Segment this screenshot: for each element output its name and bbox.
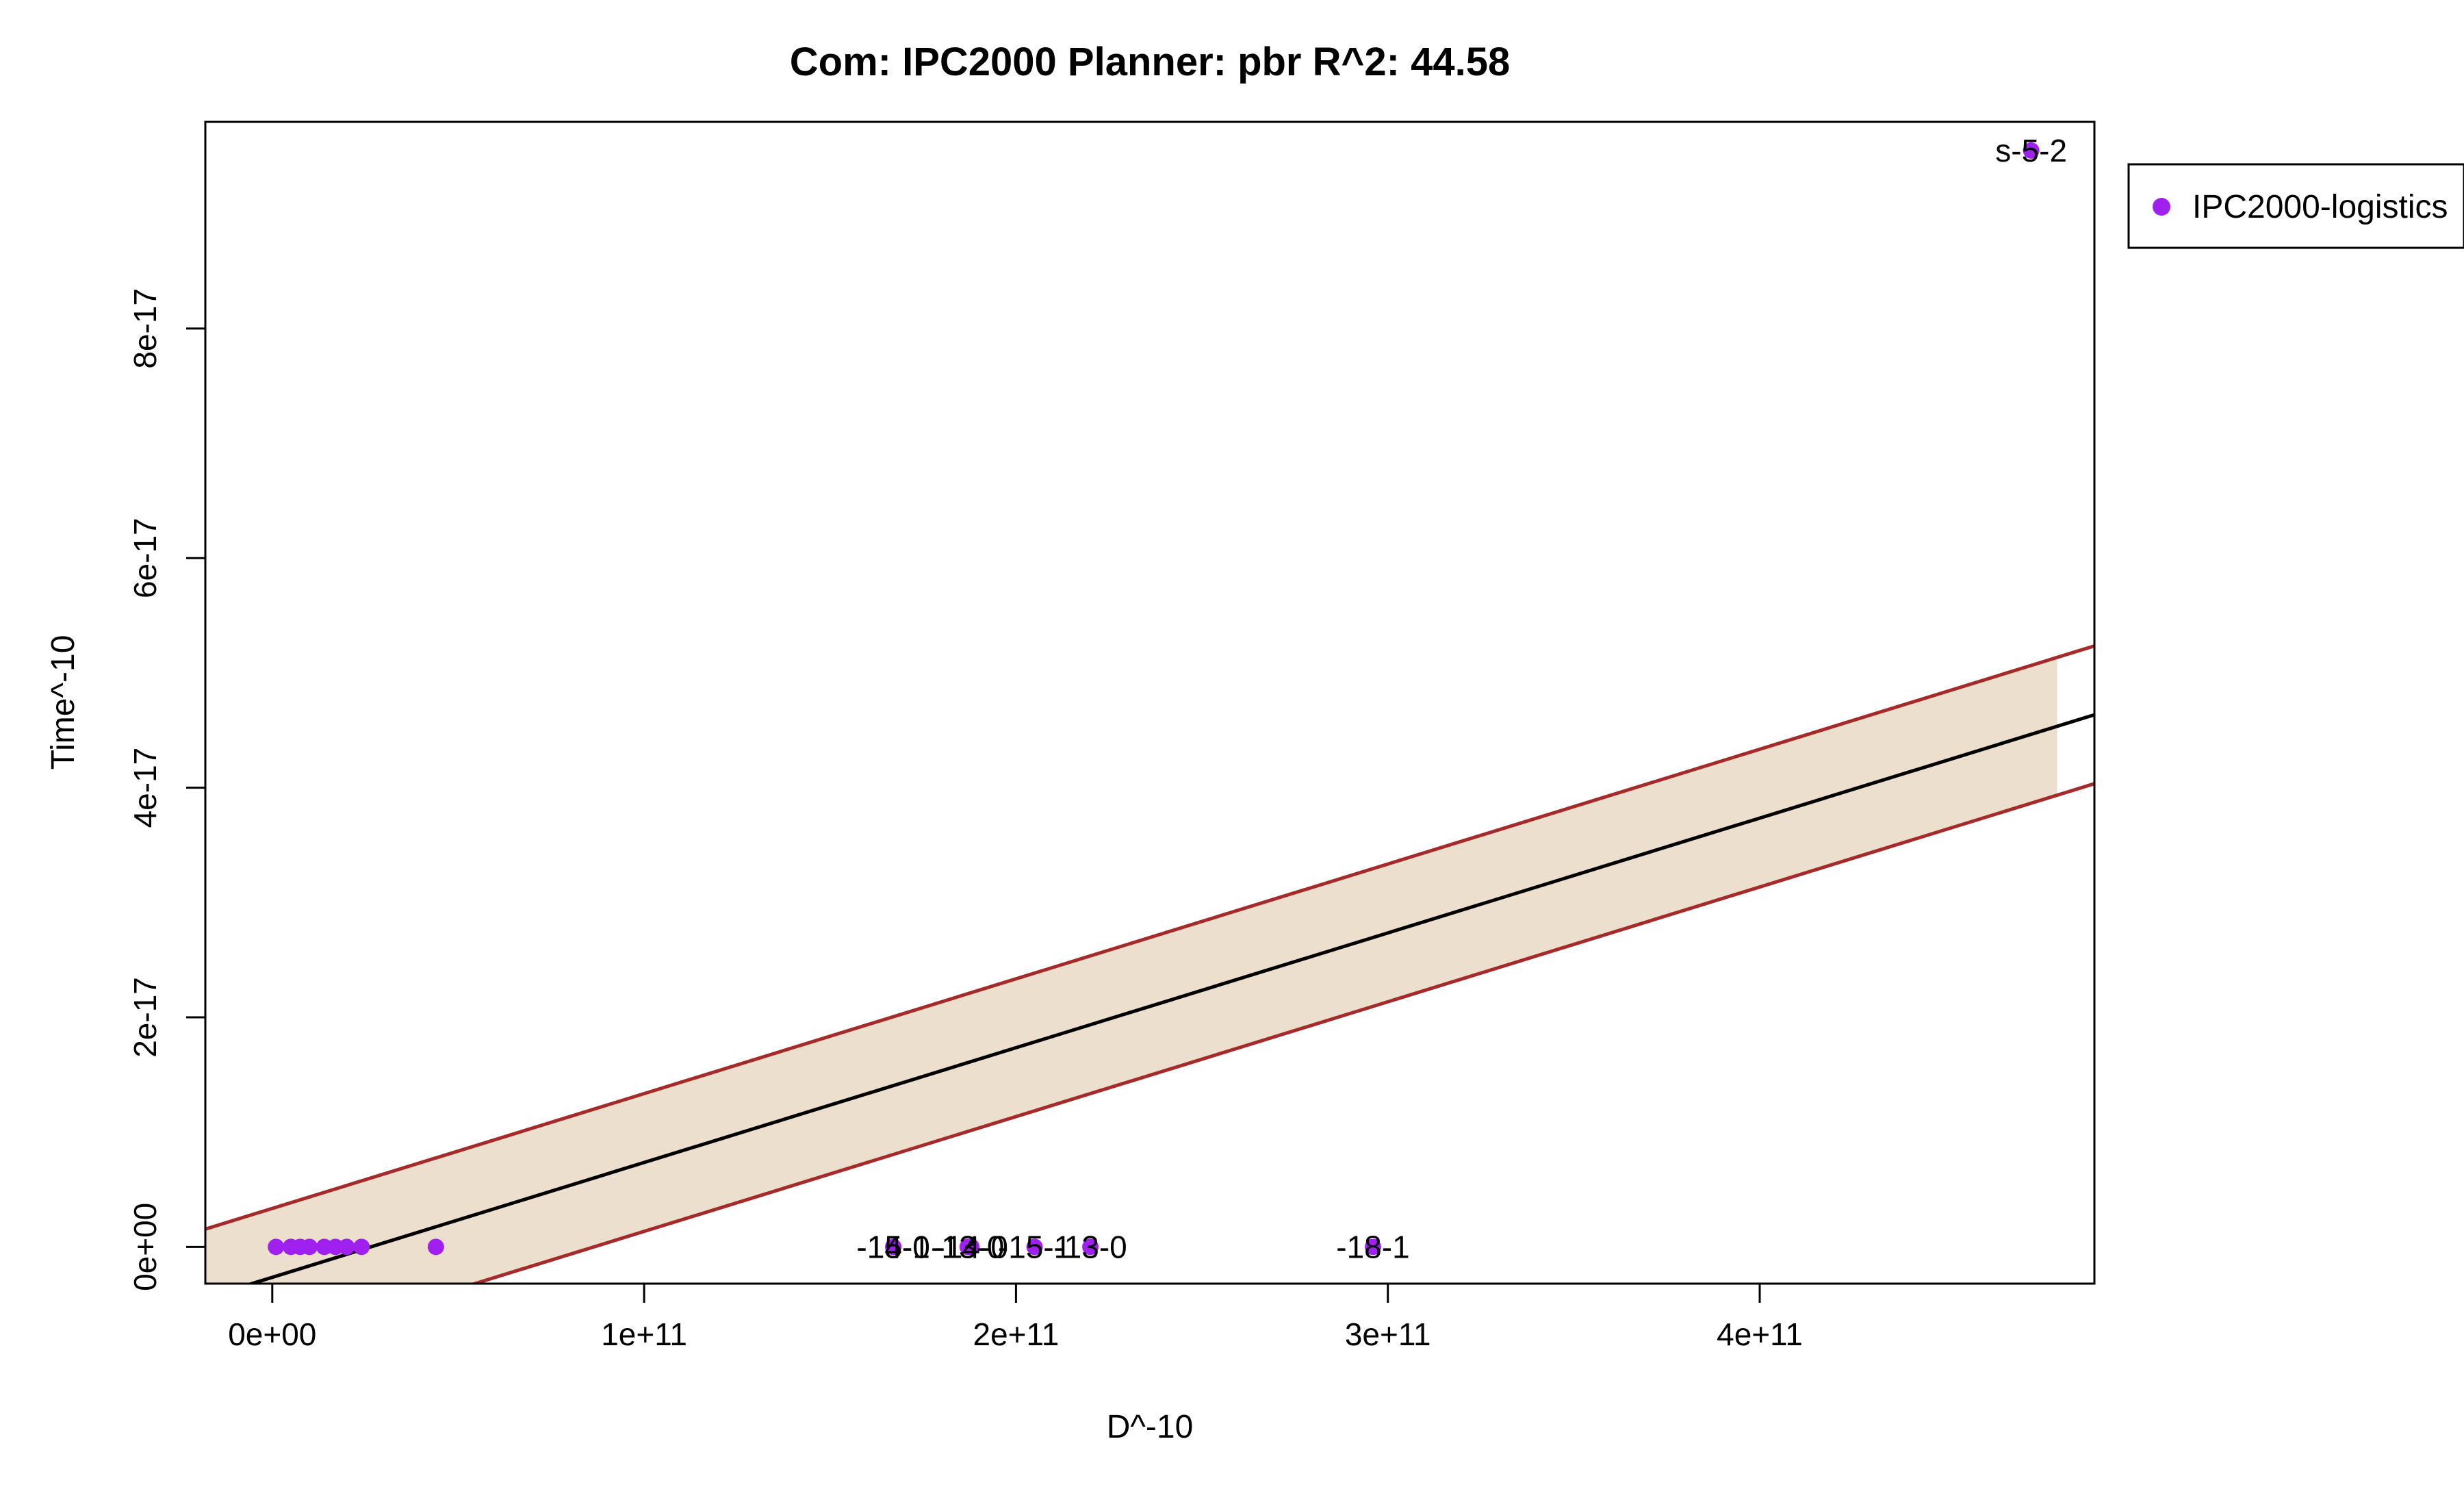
y-tick-label: 4e-17 <box>127 748 163 828</box>
data-point <box>885 1238 902 1256</box>
data-point <box>1364 1238 1381 1256</box>
y-tick-label: 2e-17 <box>127 977 163 1058</box>
data-point <box>338 1238 355 1256</box>
point-label: -18-1 <box>1336 1229 1409 1264</box>
point-label: -15-0 <box>856 1229 929 1264</box>
y-tick-label: 6e-17 <box>127 518 163 598</box>
x-axis-label: D^-10 <box>1107 1409 1194 1445</box>
data-point <box>963 1238 980 1256</box>
lower-interval-line <box>469 782 2094 1284</box>
data-point <box>2023 142 2040 159</box>
legend-marker <box>2153 198 2170 216</box>
y-axis-label: Time^-10 <box>45 635 81 770</box>
point-label: -13-0 <box>931 1229 1004 1264</box>
data-point <box>1082 1238 1099 1256</box>
point-label: -13-0 <box>1053 1229 1127 1264</box>
chart-title: Com: IPC2000 Planner: pbr R^2: 44.58 <box>790 40 1510 84</box>
data-point <box>353 1238 370 1256</box>
point-label: -15-1 <box>998 1229 1071 1264</box>
plot-content: -15-0-14-1 -13-0-14-0-15-1-13-0 -18-1s-5-2 <box>205 133 2094 1284</box>
y-tick-label: 0e+00 <box>127 1203 163 1291</box>
confidence-band <box>205 657 2057 1284</box>
x-tick-label: 3e+11 <box>1345 1316 1431 1352</box>
point-label: s-5-2 <box>1995 133 2067 168</box>
legend: IPC2000-logistics <box>2127 163 2464 249</box>
x-tick-label: 2e+11 <box>973 1316 1060 1352</box>
data-point <box>268 1238 285 1256</box>
point-label: -14-0 <box>935 1229 1008 1264</box>
regression-line <box>246 713 2094 1284</box>
data-point <box>427 1238 444 1256</box>
x-tick-label: 4e+11 <box>1717 1316 1803 1352</box>
y-tick-label: 8e-17 <box>127 288 163 369</box>
y-axis: 0e+00 2e-17 4e-17 6e-17 8e-17 <box>127 288 207 1291</box>
point-label: -14-1 <box>856 1229 929 1264</box>
legend-box <box>2127 163 2464 249</box>
upper-interval-line <box>205 644 2094 1231</box>
x-axis: 0e+00 1e+11 2e+11 3e+11 4e+11 <box>228 1282 1803 1352</box>
x-tick-label: 0e+00 <box>228 1316 316 1352</box>
x-tick-label: 1e+11 <box>601 1316 687 1352</box>
legend-entry-ipc2000-logistics: IPC2000-logistics <box>2192 189 2448 225</box>
plot-frame <box>204 120 2096 1285</box>
data-point <box>1026 1238 1043 1256</box>
data-point <box>301 1238 318 1256</box>
plot-area: -15-0-14-1 -13-0-14-0-15-1-13-0 -18-1s-5-2 <box>205 133 2094 1284</box>
